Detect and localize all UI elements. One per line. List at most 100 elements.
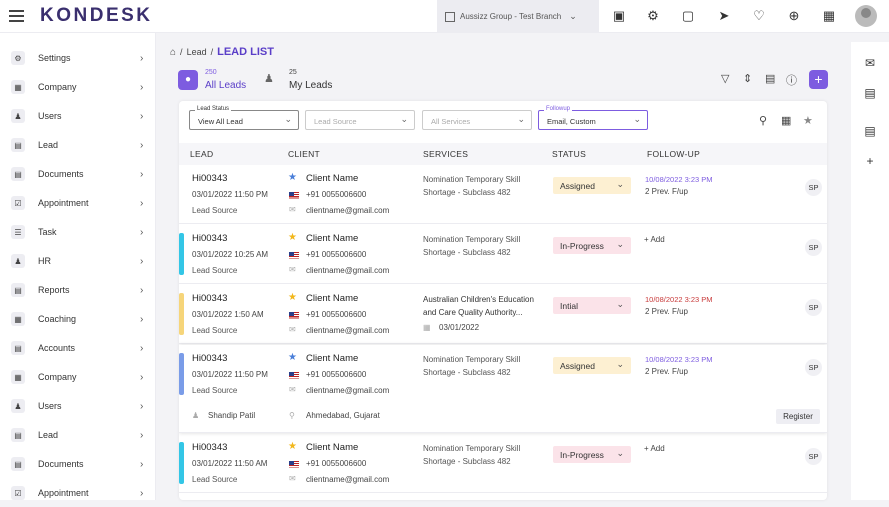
- followup-prev[interactable]: 2 Prev. F/up: [645, 367, 688, 376]
- bug-icon[interactable]: ⚙: [647, 8, 659, 23]
- lead-id[interactable]: Hi00343: [192, 233, 228, 244]
- assigned-person: Shandip Patil: [208, 411, 256, 420]
- lead-id[interactable]: Hi00343: [192, 293, 228, 304]
- status-select[interactable]: Intial ⌄: [553, 297, 631, 314]
- star-icon[interactable]: ★: [288, 352, 297, 363]
- sidebar-item-label: HR: [38, 256, 51, 266]
- lead-id[interactable]: Hi00343: [192, 442, 228, 453]
- sidebar-item-appointment[interactable]: ☑ Appointment ›: [0, 189, 156, 217]
- status-select[interactable]: Assigned ⌄: [553, 177, 631, 194]
- client-name: Client Name: [306, 442, 359, 453]
- star-icon[interactable]: ★: [288, 232, 297, 243]
- assignee-avatar[interactable]: SP: [805, 448, 822, 465]
- service-name: Nomination Temporary Skill Shortage - Sub…: [423, 355, 521, 377]
- help-icon[interactable]: ⓘ: [786, 75, 797, 87]
- sidebar-item-users[interactable]: ♟ Users ›: [0, 392, 156, 420]
- star-icon[interactable]: ★: [288, 441, 297, 452]
- hamburger-menu-icon[interactable]: [9, 8, 24, 22]
- add-followup-button[interactable]: + Add: [644, 444, 665, 453]
- star-icon[interactable]: ★: [288, 172, 297, 183]
- table-row[interactable]: Hi00343 03/01/2022 10:25 AM Lead Source ★ Cl…: [179, 225, 827, 284]
- status-select[interactable]: In-Progress ⌄: [553, 446, 631, 463]
- sidebar-item-accounts[interactable]: ▤ Accounts ›: [0, 334, 156, 362]
- status-select[interactable]: Assigned ⌄: [553, 357, 631, 374]
- user-icon: ♟: [264, 73, 274, 85]
- megaphone-icon[interactable]: ➤: [718, 8, 730, 23]
- status-select[interactable]: In-Progress ⌄: [553, 237, 631, 254]
- client-phone: +91 0055006600: [306, 370, 367, 379]
- sidebar-item-documents[interactable]: ▤ Documents ›: [0, 160, 156, 188]
- chevron-right-icon: ›: [140, 284, 144, 296]
- sidebar-item-task[interactable]: ☰ Task ›: [0, 218, 156, 246]
- assignee-avatar[interactable]: SP: [805, 299, 822, 316]
- sidebar-item-reports[interactable]: ▤ Reports ›: [0, 276, 156, 304]
- client-email: clientname@gmail.com: [306, 266, 390, 275]
- client-phone: +91 0055006600: [306, 190, 367, 199]
- sidebar-item-documents[interactable]: ▤ Documents ›: [0, 450, 156, 478]
- sort-icon[interactable]: ⇕: [743, 73, 753, 85]
- sidebar-item-settings[interactable]: ⚙ Settings ›: [0, 44, 156, 72]
- chevron-right-icon: ›: [140, 371, 144, 383]
- add-lead-button[interactable]: +: [809, 70, 828, 89]
- star-icon[interactable]: ★: [288, 292, 297, 303]
- assignee-avatar[interactable]: SP: [805, 239, 822, 256]
- home-icon[interactable]: ⌂: [170, 46, 177, 58]
- followup-prev[interactable]: 2 Prev. F/up: [645, 307, 688, 316]
- lead-icon: ▤: [11, 428, 25, 442]
- person-icon: ♟: [192, 411, 200, 420]
- star-icon[interactable]: ★: [803, 115, 813, 127]
- chevron-down-icon: ⌄: [616, 179, 624, 189]
- top-bar: KONDESK Aussizz Group - Test Branch ⌄ ▣ …: [0, 0, 889, 33]
- sidebar-item-hr[interactable]: ♟ HR ›: [0, 247, 156, 275]
- services-select[interactable]: All Services ⌄: [422, 110, 532, 130]
- table-row[interactable]: Hi00343 03/01/2022 11:50 PM Lead Source ★ Cl…: [179, 165, 827, 224]
- followup-date[interactable]: 10/08/2022 3:23 PM: [645, 175, 713, 184]
- lead-status-select[interactable]: Lead Status View All Lead ⌄: [189, 106, 299, 130]
- plus-circle-icon[interactable]: ⊕: [788, 8, 800, 23]
- table-row[interactable]: Hi00343 03/01/2022 11:50 AM Lead Source ★ Cl…: [179, 434, 827, 493]
- lead-source-select[interactable]: Lead Source ⌄: [305, 110, 415, 130]
- sidebar-item-appointment[interactable]: ☑ Appointment ›: [0, 479, 156, 507]
- table-row[interactable]: Hi00343 03/01/2022 1:50 AM Lead Source ★ Cli…: [179, 285, 827, 344]
- sidebar-item-lead[interactable]: ▤ Lead ›: [0, 131, 156, 159]
- contact-card-icon[interactable]: ▤: [864, 86, 876, 100]
- followup-date[interactable]: 10/08/2022 3:23 PM: [645, 355, 713, 364]
- plus-icon[interactable]: +: [866, 154, 874, 168]
- grid-icon[interactable]: ▦: [822, 8, 836, 23]
- tab-all-leads[interactable]: ● 250 All Leads: [178, 68, 258, 92]
- bell-icon[interactable]: ♡: [753, 8, 765, 23]
- user-avatar[interactable]: [855, 5, 877, 27]
- client-name: Client Name: [306, 173, 359, 184]
- client-email: clientname@gmail.com: [306, 386, 390, 395]
- assignee-avatar[interactable]: SP: [805, 359, 822, 376]
- note-icon[interactable]: ▢: [681, 8, 695, 23]
- document-icon[interactable]: ▤: [864, 124, 876, 138]
- filter-icon[interactable]: ▽: [721, 73, 730, 85]
- sidebar-item-company[interactable]: ▦ Company ›: [0, 73, 156, 101]
- assignee-avatar[interactable]: SP: [805, 179, 822, 196]
- mail-icon[interactable]: ✉: [864, 56, 876, 70]
- table-row[interactable]: Hi00343 03/01/2022 11:50 PM Lead Source ★ Cl…: [179, 345, 827, 433]
- chevron-right-icon: ›: [140, 110, 144, 122]
- export-file-icon[interactable]: ▤: [765, 73, 776, 85]
- register-button[interactable]: Register: [776, 409, 820, 424]
- sidebar-item-users[interactable]: ♟ Users ›: [0, 102, 156, 130]
- gear-icon: ⚙: [11, 51, 25, 65]
- sidebar-item-company[interactable]: ▦ Company ›: [0, 363, 156, 391]
- followup-prev[interactable]: 2 Prev. F/up: [645, 187, 688, 196]
- followup-date[interactable]: 10/08/2022 3:23 PM: [645, 295, 713, 304]
- chevron-right-icon: ›: [140, 255, 144, 267]
- tab-my-leads[interactable]: ♟ 25 My Leads: [264, 69, 333, 91]
- add-followup-button[interactable]: + Add: [644, 235, 665, 244]
- breadcrumb-lead[interactable]: Lead: [186, 47, 207, 57]
- search-icon[interactable]: ⚲: [759, 115, 768, 127]
- branch-selector[interactable]: Aussizz Group - Test Branch ⌄: [437, 0, 599, 33]
- lead-id[interactable]: Hi00343: [192, 173, 228, 184]
- sidebar-item-lead[interactable]: ▤ Lead ›: [0, 421, 156, 449]
- briefcase-icon[interactable]: ▣: [612, 8, 626, 23]
- sidebar-item-coaching[interactable]: ▦ Coaching ›: [0, 305, 156, 333]
- calendar-icon[interactable]: ▦: [781, 115, 792, 127]
- lead-id[interactable]: Hi00343: [192, 353, 228, 364]
- client-email: clientname@gmail.com: [306, 475, 390, 484]
- followup-select[interactable]: Followup Email, Custom ⌄: [538, 106, 648, 130]
